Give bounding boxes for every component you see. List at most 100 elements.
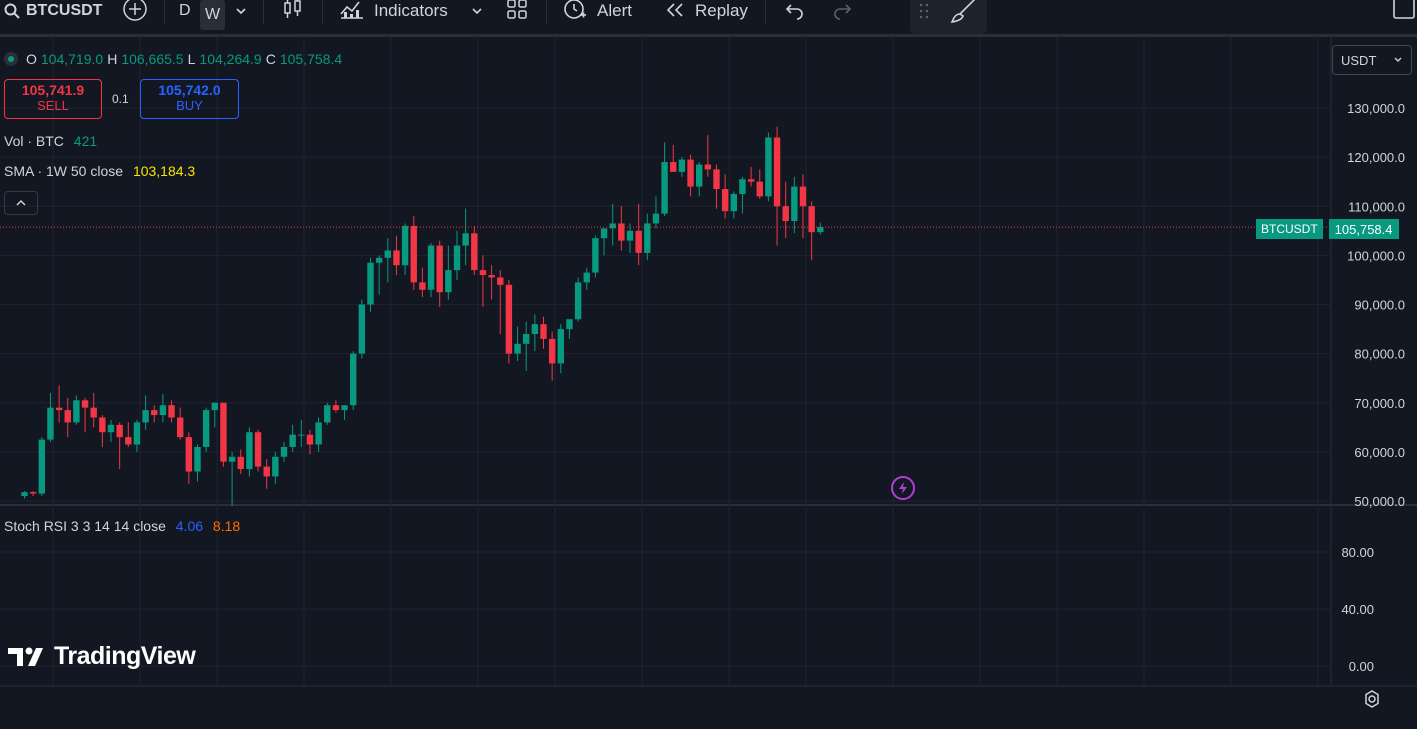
tv-logo-icon (8, 647, 43, 666)
interval-w-button[interactable]: W (200, 0, 226, 30)
candle-body (773, 137, 781, 207)
templates-button[interactable] (506, 0, 528, 22)
chart-type-button[interactable] (282, 0, 304, 22)
collapse-legend-button[interactable] (4, 191, 38, 215)
candle (142, 395, 149, 430)
open-value: 104,719.0 (40, 51, 104, 67)
candle (177, 407, 184, 440)
compare-button[interactable] (122, 0, 148, 22)
candle-body (696, 164, 703, 187)
candle (618, 206, 625, 251)
replay-button[interactable]: Replay (664, 0, 748, 22)
candle-body (644, 223, 651, 253)
candle-body (228, 456, 236, 462)
sell-button[interactable]: 105,741.9 SELL (4, 79, 102, 119)
candle (29, 491, 37, 497)
redo-button[interactable] (831, 0, 853, 22)
candle-body (799, 186, 807, 207)
events-icon[interactable] (891, 476, 915, 500)
candle (81, 397, 89, 433)
toolbar-divider (164, 0, 165, 24)
candles-icon (284, 0, 301, 18)
sell-price: 105,741.9 (21, 82, 85, 98)
candle-body (401, 225, 409, 266)
candle-body (341, 405, 348, 411)
candle-body (107, 424, 115, 433)
last-price-tag: BTCUSDT 105,758.4 (1256, 219, 1399, 239)
candle (168, 400, 175, 423)
sma-legend[interactable]: SMA · 1W 50 close 103,184.3 (4, 163, 195, 179)
buy-label: BUY (176, 98, 203, 113)
candle-body (670, 162, 677, 172)
candle (419, 267, 426, 298)
candle (64, 397, 71, 438)
indicators-dropdown[interactable] (470, 0, 484, 22)
market-status-icon (4, 52, 18, 66)
candle (609, 203, 616, 246)
candle (107, 419, 115, 443)
candle (462, 208, 469, 266)
candle-body (471, 233, 478, 271)
settings-button[interactable] (1362, 689, 1382, 714)
candle (548, 331, 556, 381)
candle-body (626, 230, 634, 241)
low-label: L (187, 51, 196, 67)
chevron-up-icon (16, 199, 26, 206)
interval-d-button[interactable]: D (179, 0, 191, 22)
currency-select[interactable]: USDT (1332, 45, 1412, 75)
candle-body (177, 417, 184, 438)
candle-body (445, 270, 452, 293)
price-tick-label: 80,000.0 (1354, 347, 1405, 362)
candle (228, 451, 236, 506)
candle-body (747, 179, 755, 182)
volume-legend[interactable]: Vol · BTC 421 (4, 133, 97, 149)
candle (211, 402, 218, 428)
interval-dropdown[interactable] (234, 0, 248, 22)
candle (600, 228, 608, 256)
candle-body (419, 282, 426, 290)
buy-button[interactable]: 105,742.0 BUY (140, 79, 239, 119)
candle-body (600, 228, 608, 239)
indicators-button[interactable]: Indicators (339, 0, 448, 22)
candle-body (592, 238, 599, 273)
indicators-label: Indicators (374, 1, 448, 20)
candle (375, 255, 383, 295)
stoch-tick-label: 80.00 (1341, 545, 1374, 560)
layout-button[interactable] (1392, 0, 1416, 22)
candle (773, 126, 781, 246)
candle-body (280, 446, 288, 457)
candle (254, 429, 262, 472)
candle (644, 213, 651, 261)
stoch-tick-label: 40.00 (1341, 602, 1374, 617)
candle-body (756, 181, 763, 197)
candle (505, 279, 513, 364)
candle (306, 429, 314, 455)
candle (471, 225, 478, 276)
candle (401, 223, 409, 276)
price-chart[interactable]: 50,000.0 60,000.0 70,000.0 80,000.0 90,000.0… (0, 37, 1417, 687)
candle-body (375, 257, 383, 263)
candle-body (21, 492, 28, 497)
order-quantity[interactable]: 0.1 (112, 92, 129, 106)
candle-body (436, 245, 443, 293)
drawing-toolbar-toggle[interactable] (910, 0, 987, 34)
candle (358, 299, 366, 359)
price-tick-label: 50,000.0 (1354, 494, 1405, 509)
candle-body (254, 432, 262, 467)
undo-button[interactable] (784, 0, 806, 22)
candle-body (548, 338, 556, 364)
symbol-search[interactable]: BTCUSDT (4, 0, 102, 22)
ohlc-legend: O 104,719.0 H 106,665.5 L 104,264.9 C 105,75… (4, 51, 342, 67)
candle-body (298, 434, 305, 436)
last-price-symbol: BTCUSDT (1256, 219, 1323, 239)
candle-body (168, 405, 175, 418)
candle (298, 419, 305, 447)
grid-icon (507, 0, 527, 19)
low-value: 104,264.9 (199, 51, 262, 67)
alert-button[interactable]: Alert (562, 0, 632, 22)
candle (272, 451, 279, 484)
candle-body (159, 405, 167, 416)
stoch-rsi-legend[interactable]: Stoch RSI 3 3 14 14 close 4.06 8.18 (4, 518, 240, 534)
candle (133, 419, 141, 452)
candle (479, 255, 487, 307)
